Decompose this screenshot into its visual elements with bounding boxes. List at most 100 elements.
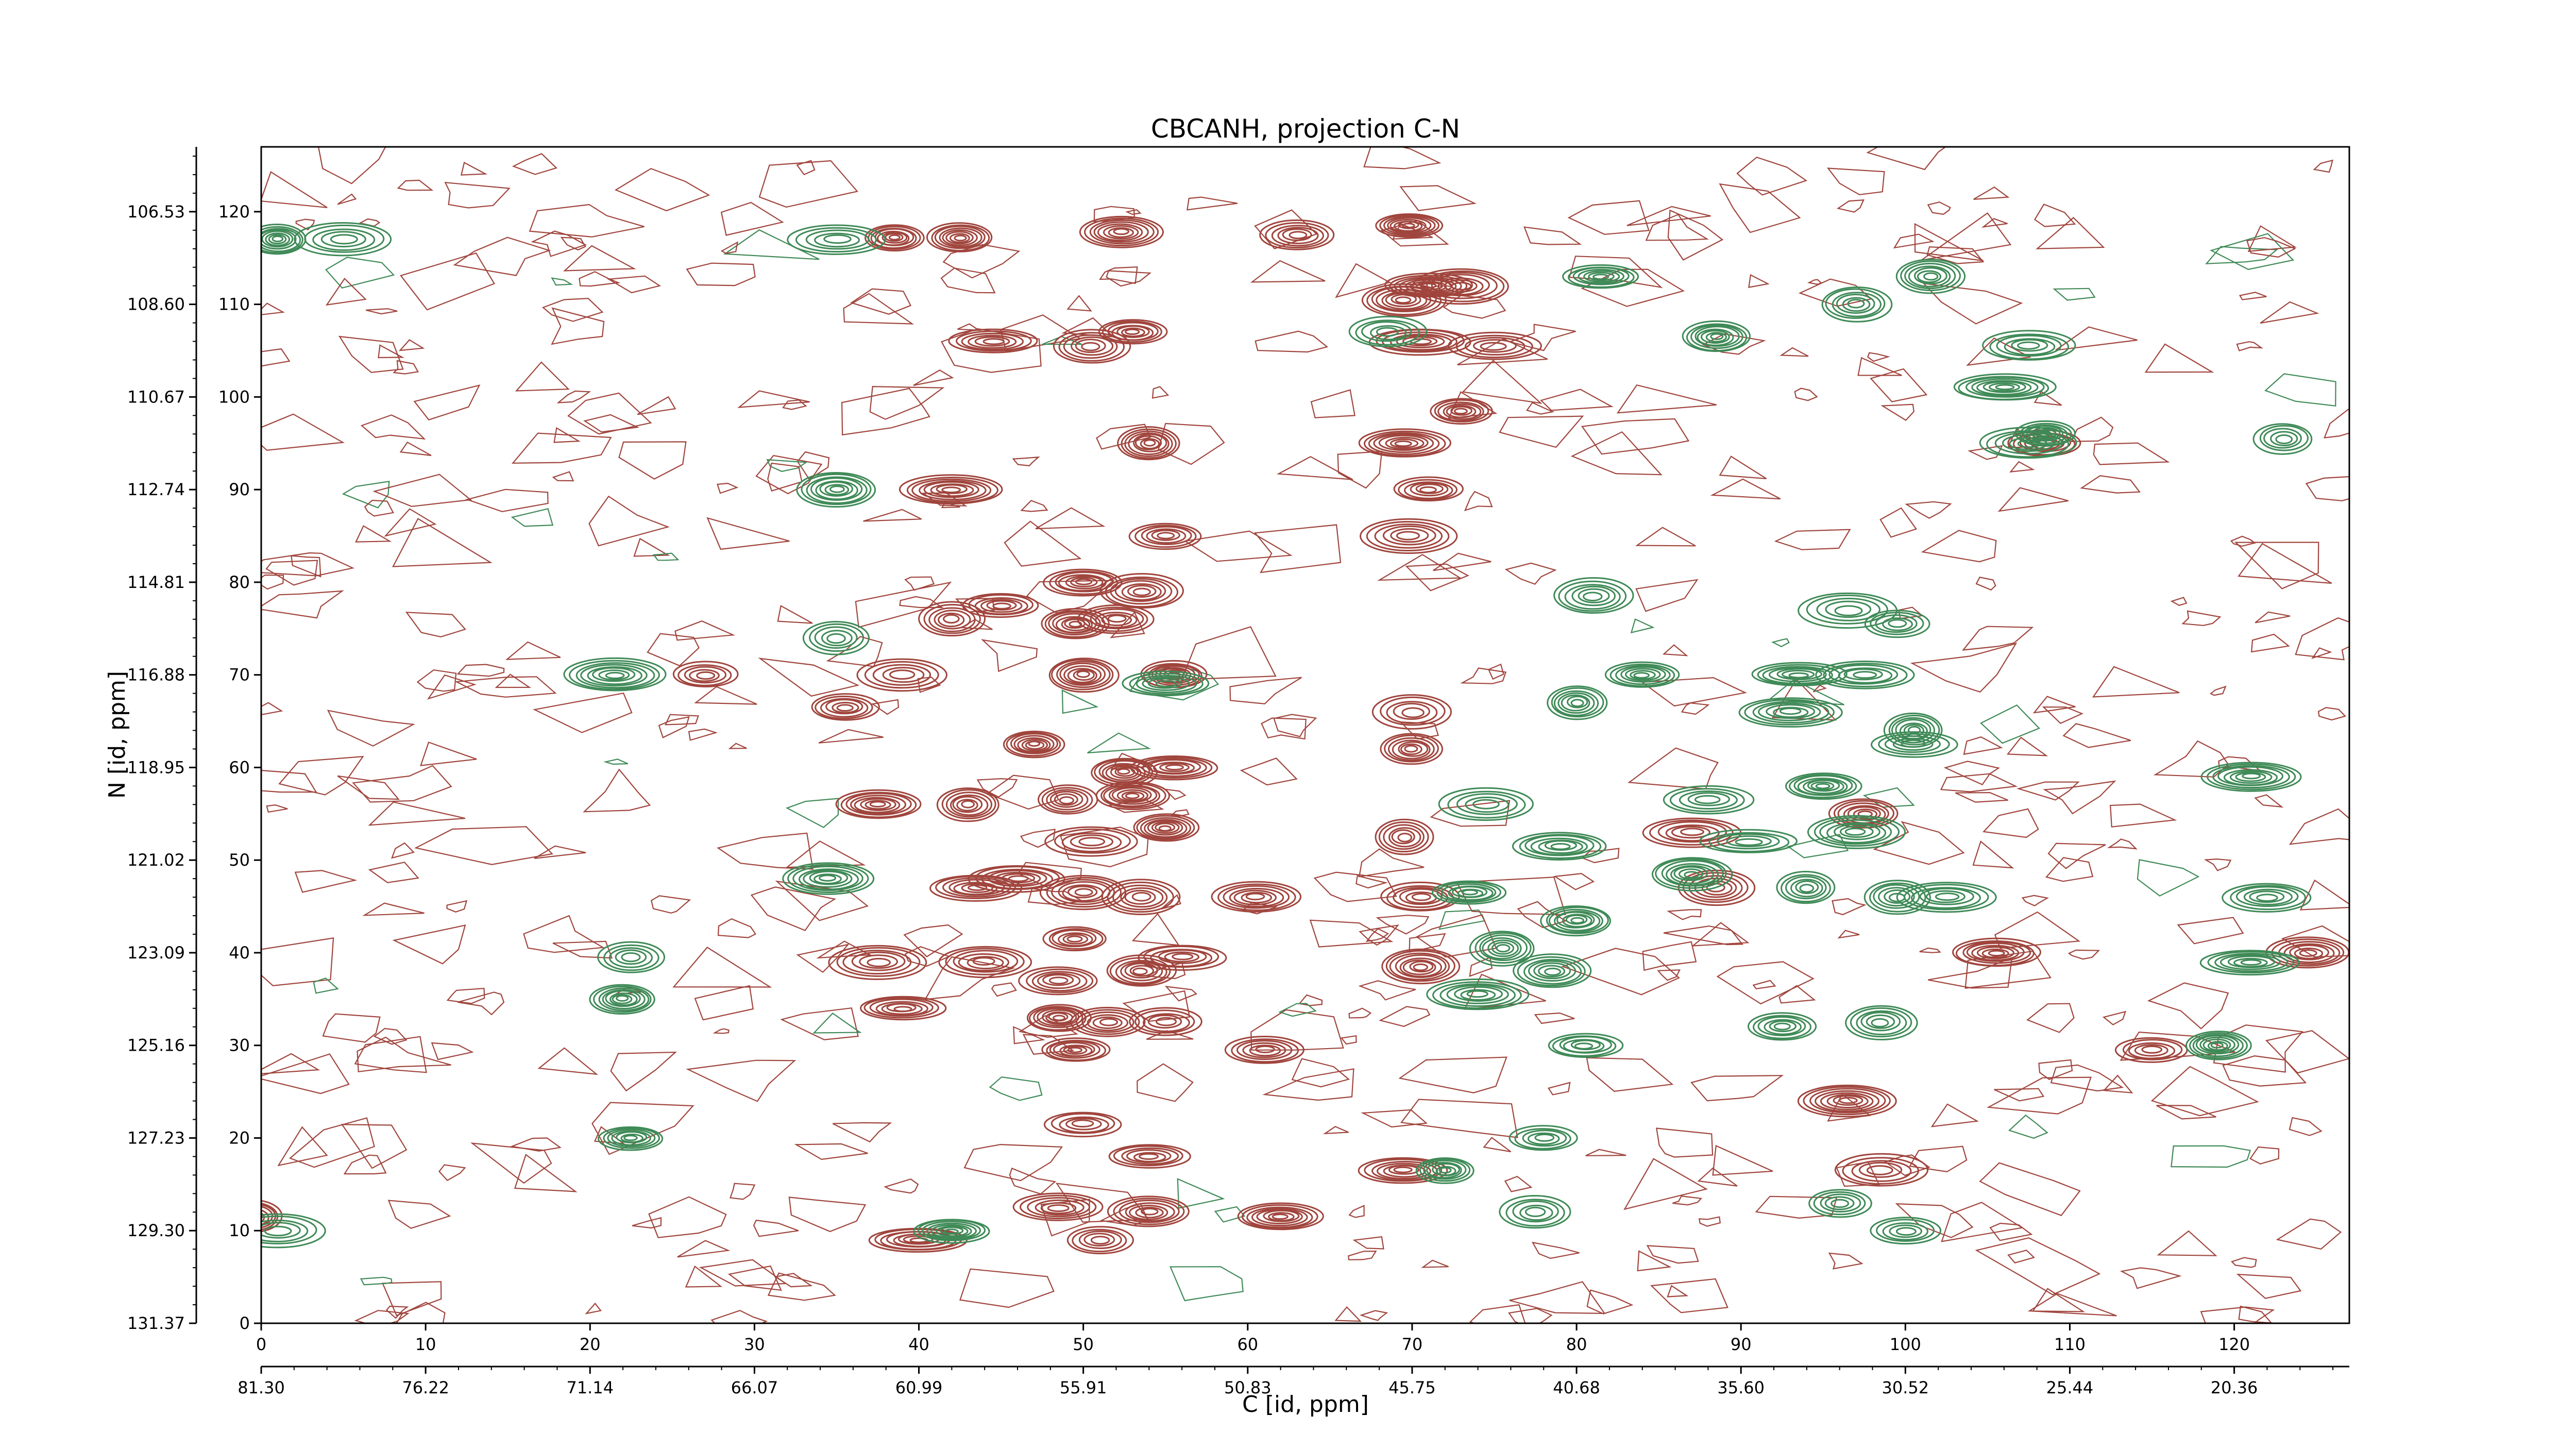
contour-ring	[1108, 785, 1158, 805]
contour-ring	[961, 332, 1024, 350]
contour-ring	[982, 338, 1005, 345]
contour-ring	[1431, 274, 1490, 297]
noise-contour	[632, 1217, 662, 1229]
contour-ring	[1083, 1233, 1115, 1246]
positive-peak	[1663, 785, 1755, 815]
noise-contour	[1752, 980, 1776, 989]
y-tick-label: 20	[229, 1128, 250, 1148]
contour-ring	[1397, 833, 1413, 843]
contour-ring	[1003, 731, 1065, 759]
noise-contour	[277, 1126, 328, 1167]
contour-ring	[930, 1224, 972, 1238]
contour-ring	[1673, 866, 1708, 881]
noise-contour	[713, 1028, 730, 1034]
contour-ring	[795, 227, 877, 252]
contour-ring	[806, 476, 868, 504]
contour-ring	[2017, 341, 2040, 350]
contour-ring	[1523, 958, 1582, 985]
contour-ring	[922, 1221, 981, 1240]
contour-ring	[1136, 815, 1195, 840]
contour-ring	[1655, 858, 1727, 889]
noise-contour	[710, 1310, 768, 1323]
contour-ring	[1785, 875, 1827, 900]
noise-contour	[1630, 618, 1655, 634]
contour-ring	[2252, 423, 2313, 455]
contour-ring	[1839, 1097, 1858, 1104]
noise-contour	[717, 832, 814, 870]
noise-contour	[1298, 994, 1323, 1006]
contour-ring	[1666, 863, 1719, 886]
positive-peak	[1426, 978, 1530, 1010]
noise-contour	[313, 977, 339, 994]
contour-ring	[1684, 871, 1700, 879]
contour-ring	[2212, 765, 2290, 789]
noise-contour	[989, 1076, 1043, 1101]
contour-ring	[1839, 825, 1874, 838]
contour-ring	[1065, 575, 1104, 589]
negative-peak	[860, 996, 947, 1021]
noise-contour	[647, 633, 700, 667]
contour-ring	[1567, 696, 1588, 709]
contour-ring	[1901, 739, 1926, 748]
contour-ring	[1237, 1202, 1324, 1231]
noise-contour	[2053, 288, 2096, 301]
contour-ring	[877, 230, 910, 246]
contour-ring	[1053, 329, 1131, 364]
noise-contour	[444, 181, 511, 209]
noise-contour	[1635, 527, 1696, 547]
contour-ring	[1099, 1018, 1118, 1026]
positive-peak	[1469, 931, 1535, 967]
contour-ring	[1072, 1228, 1127, 1253]
positive-peak	[2252, 423, 2313, 455]
contour-ring	[2235, 772, 2266, 782]
contour-ring	[1224, 1036, 1304, 1064]
contour-ring	[1843, 668, 1883, 681]
contour-ring	[1875, 614, 1918, 633]
contour-ring	[1505, 1199, 1565, 1227]
contour-ring	[1249, 1044, 1281, 1057]
contour-ring	[1153, 762, 1195, 774]
contour-ring	[1147, 678, 1182, 689]
x-tick-label: 90	[1731, 1335, 1752, 1354]
noise-contour	[1657, 969, 1681, 981]
contour-ring	[1236, 1040, 1293, 1060]
contour-ring	[819, 481, 853, 497]
noise-contour	[399, 441, 432, 456]
contour-ring	[958, 953, 1010, 971]
contour-ring	[1142, 676, 1190, 691]
contour-ring	[1735, 838, 1763, 846]
noise-contour	[1716, 961, 1815, 1005]
noise-contour	[1623, 1158, 1708, 1210]
noise-contour	[796, 943, 850, 973]
noise-contour	[378, 344, 405, 359]
noise-contour	[2323, 409, 2349, 439]
contour-ring	[1059, 662, 1106, 686]
noise-contour	[289, 1117, 375, 1168]
contour-ring	[1348, 315, 1428, 347]
contour-ring	[1107, 1195, 1190, 1227]
contour-ring	[1615, 665, 1671, 685]
y-axis-title: N [id, ppm]	[104, 671, 130, 799]
positive-peak	[1815, 661, 1915, 689]
negative-peak	[936, 787, 999, 822]
noise-contour	[1214, 1206, 1246, 1223]
contour-ring	[1844, 828, 1866, 836]
contour-ring	[1071, 1119, 1094, 1127]
contour-ring	[1412, 268, 1509, 305]
contour-ring	[865, 224, 925, 252]
contour-ring	[1021, 739, 1048, 751]
noise-contour	[2120, 1267, 2182, 1289]
noise-contour	[1828, 1252, 1863, 1270]
noise-contour	[674, 620, 736, 641]
x-tick-label: 80	[1566, 1335, 1587, 1354]
contour-ring	[1380, 733, 1443, 765]
contour-ring	[1815, 661, 1915, 689]
positive-peak	[913, 1219, 990, 1244]
contour-ring	[1456, 793, 1518, 815]
noise-contour	[360, 414, 426, 440]
contour-ring	[1113, 228, 1130, 235]
negative-peak	[1133, 813, 1200, 842]
contour-ring	[1892, 737, 1934, 751]
contour-ring	[1107, 614, 1127, 623]
contour-ring	[1063, 334, 1118, 359]
